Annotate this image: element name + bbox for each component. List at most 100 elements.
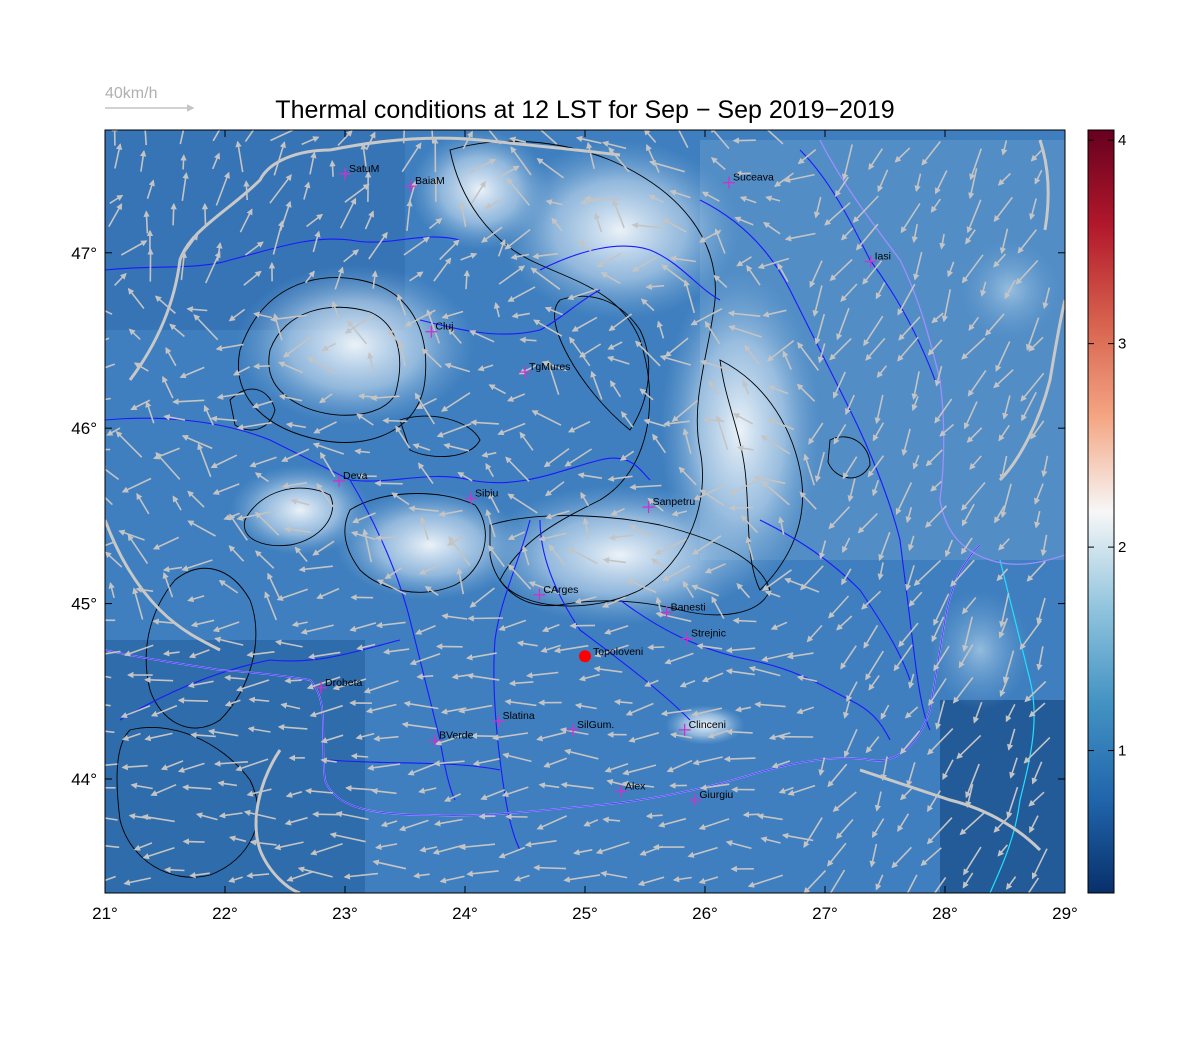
- wind-arrow: [543, 447, 570, 468]
- wind-arrow: [162, 375, 174, 399]
- wind-arrow: [115, 430, 143, 458]
- wind-arrow: [105, 845, 120, 849]
- wind-arrow: [215, 343, 244, 352]
- wind-arrow: [836, 307, 850, 341]
- wind-arrow: [637, 876, 665, 887]
- wind-arrow: [723, 755, 756, 763]
- wind-arrow: [502, 752, 532, 763]
- wind-arrow: [911, 223, 918, 244]
- wind-arrow: [335, 810, 369, 821]
- wind-arrow: [105, 675, 112, 679]
- wind-arrow: [734, 706, 752, 713]
- city-baiam: BaiaM: [405, 175, 445, 193]
- wind-arrow: [285, 421, 306, 429]
- wind-arrow: [671, 399, 699, 423]
- wind-arrow: [1025, 317, 1040, 351]
- wind-arrow: [832, 791, 857, 812]
- wind-arrow: [343, 872, 378, 880]
- wind-arrow: [179, 130, 185, 145]
- wind-arrow: [999, 228, 1009, 255]
- wind-arrow: [704, 563, 726, 574]
- wind-arrow: [204, 251, 221, 284]
- wind-arrow: [700, 783, 730, 791]
- wind-arrow: [1031, 848, 1048, 880]
- wind-arrow: [480, 789, 505, 801]
- wind-arrow: [906, 874, 918, 893]
- wind-arrow: [1006, 786, 1019, 819]
- wind-arrow: [312, 442, 345, 455]
- wind-arrow: [485, 509, 496, 538]
- wind-arrow: [760, 836, 781, 844]
- wind-arrow: [418, 564, 440, 575]
- wind-arrow: [383, 648, 410, 655]
- wind-arrow: [843, 728, 858, 758]
- wind-arrow: [332, 678, 367, 691]
- city-bverde: BVerde: [429, 729, 474, 747]
- wind-arrow: [969, 455, 982, 470]
- city-label: Slatina: [503, 710, 535, 722]
- wind-arrow: [669, 731, 693, 739]
- wind-arrow: [574, 702, 597, 710]
- wind-arrow: [691, 535, 722, 555]
- wind-arrow: [363, 680, 399, 694]
- wind-arrow: [907, 535, 915, 552]
- wind-arrow: [316, 587, 340, 599]
- wind-arrow: [280, 702, 301, 710]
- wind-arrow: [346, 320, 368, 345]
- wind-arrow: [294, 546, 308, 563]
- wind-arrow: [507, 564, 532, 590]
- wind-arrow: [144, 732, 173, 742]
- x-tick-label: 24°: [452, 904, 478, 923]
- wind-arrow: [862, 260, 883, 285]
- wind-arrow: [895, 482, 913, 515]
- wind-arrow: [367, 763, 401, 771]
- colorbar-ticks: 1 2 3 4: [1088, 132, 1126, 760]
- wind-arrow: [436, 422, 472, 438]
- wind-arrow: [761, 480, 790, 506]
- wind-arrow: [871, 480, 880, 497]
- wind-arrow: [1034, 510, 1041, 529]
- wind-arrow: [1021, 391, 1037, 422]
- wind-arrow: [109, 194, 124, 204]
- wind-arrow: [1017, 229, 1038, 254]
- wind-arrow: [276, 588, 308, 601]
- wind-arrow: [290, 498, 310, 506]
- wind-arrow: [211, 152, 220, 170]
- wind-arrow: [466, 870, 499, 877]
- wind-arrow: [201, 202, 209, 228]
- x-tick-label: 27°: [812, 904, 838, 923]
- wind-arrow: [600, 870, 628, 879]
- wind-arrow: [898, 316, 921, 341]
- wind-arrow: [481, 451, 497, 458]
- wind-arrow: [513, 874, 530, 882]
- wind-arrow: [803, 817, 823, 848]
- wind-arrow: [728, 504, 754, 512]
- wind-arrow: [661, 218, 687, 233]
- wind-arrow: [732, 137, 756, 144]
- wind-arrow: [871, 818, 885, 838]
- wind-arrow: [235, 679, 270, 692]
- wind-arrow: [538, 532, 567, 542]
- wind-arrow: [644, 679, 659, 687]
- wind-arrow: [582, 517, 590, 539]
- wind-arrow: [376, 579, 407, 596]
- wind-arrow: [481, 226, 503, 243]
- wind-arrow: [457, 472, 473, 482]
- wind-arrow: [913, 559, 942, 586]
- wind-arrow: [1001, 140, 1008, 156]
- wind-arrow: [961, 481, 986, 511]
- wind-arrow: [306, 213, 324, 228]
- wind-arrow: [254, 472, 269, 483]
- wind-arrow: [559, 727, 589, 736]
- city-label: Sanpetru: [653, 496, 696, 508]
- wind-arrow: [639, 388, 654, 401]
- wind-arrow: [847, 478, 856, 503]
- wind-arrow: [786, 652, 814, 660]
- wind-arrow: [899, 787, 914, 801]
- wind-arrow: [132, 587, 144, 620]
- wind-arrow: [770, 621, 788, 630]
- wind-arrow: [829, 869, 846, 893]
- wind-arrow: [253, 363, 270, 370]
- wind-arrow: [921, 141, 941, 166]
- wind-arrow: [1024, 680, 1047, 703]
